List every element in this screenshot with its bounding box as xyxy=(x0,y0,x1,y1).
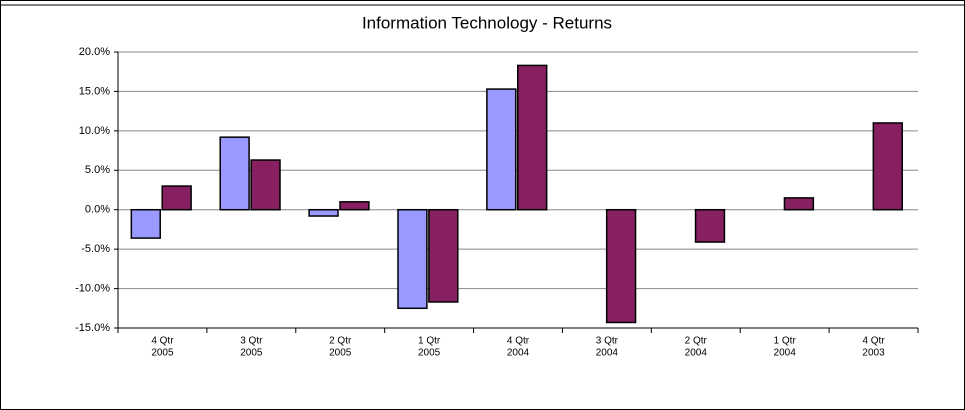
bar xyxy=(308,208,339,217)
x-tick-label: 2 Qtr xyxy=(329,336,352,347)
bar xyxy=(517,64,548,211)
y-tick-label: 5.0% xyxy=(85,164,110,176)
x-tick-label: 2 Qtr xyxy=(685,336,708,347)
x-tick-label: 2003 xyxy=(862,348,885,359)
y-tick-label: 0.0% xyxy=(85,204,110,216)
x-tick-label: 2004 xyxy=(685,348,708,359)
y-tick-label: 10.0% xyxy=(79,125,110,137)
x-tick-label: 4 Qtr xyxy=(862,336,885,347)
bar xyxy=(250,159,281,211)
bar xyxy=(219,136,250,211)
x-tick-label: 2004 xyxy=(774,348,797,359)
x-tick-label: 1 Qtr xyxy=(774,336,797,347)
bar xyxy=(486,88,517,211)
x-tick-label: 2005 xyxy=(329,348,352,359)
chart-title: Information Technology - Returns xyxy=(362,13,612,32)
x-tick-label: 4 Qtr xyxy=(151,336,174,347)
bar xyxy=(339,201,370,211)
bar xyxy=(130,208,161,239)
y-tick-label: -5.0% xyxy=(81,243,110,255)
x-tick-label: 2005 xyxy=(240,348,263,359)
y-tick-label: 15.0% xyxy=(79,85,110,97)
y-tick-label: -10.0% xyxy=(75,282,110,294)
y-tick-label: -15.0% xyxy=(75,322,110,334)
x-tick-label: 2005 xyxy=(418,348,441,359)
x-tick-label: 3 Qtr xyxy=(240,336,263,347)
bar xyxy=(872,122,903,211)
x-tick-label: 2005 xyxy=(151,348,174,359)
bar xyxy=(397,208,428,310)
bar xyxy=(694,208,726,243)
y-tick-label: 20.0% xyxy=(79,46,110,58)
bar xyxy=(161,185,192,211)
bar xyxy=(605,208,637,324)
x-tick-label: 2004 xyxy=(596,348,619,359)
bar xyxy=(783,197,815,211)
bar xyxy=(428,208,459,303)
x-tick-label: 1 Qtr xyxy=(418,336,441,347)
x-tick-label: 2004 xyxy=(507,348,530,359)
x-tick-label: 4 Qtr xyxy=(507,336,530,347)
x-tick-label: 3 Qtr xyxy=(596,336,619,347)
